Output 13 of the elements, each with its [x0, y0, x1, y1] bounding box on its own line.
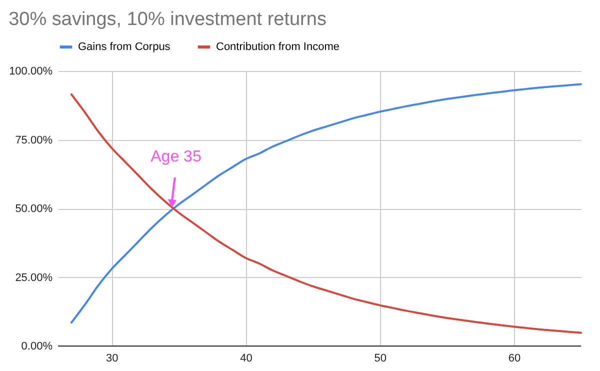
- y-tick-label: 75.00%: [15, 134, 53, 146]
- y-tick-label: 100.00%: [9, 66, 53, 78]
- legend-label: Contribution from Income: [216, 41, 340, 53]
- y-tick-label: 25.00%: [15, 272, 53, 284]
- x-tick-label: 60: [508, 352, 521, 364]
- chart-title: 30% savings, 10% investment returns: [8, 9, 326, 30]
- x-tick-label: 30: [106, 352, 118, 364]
- legend-label: Gains from Corpus: [78, 41, 171, 53]
- y-tick-label: 50.00%: [15, 203, 53, 215]
- y-tick-label: 0.00%: [21, 340, 53, 352]
- x-tick-label: 40: [240, 352, 252, 364]
- x-tick-label: 50: [374, 352, 386, 364]
- annotation: Age 35: [150, 148, 202, 166]
